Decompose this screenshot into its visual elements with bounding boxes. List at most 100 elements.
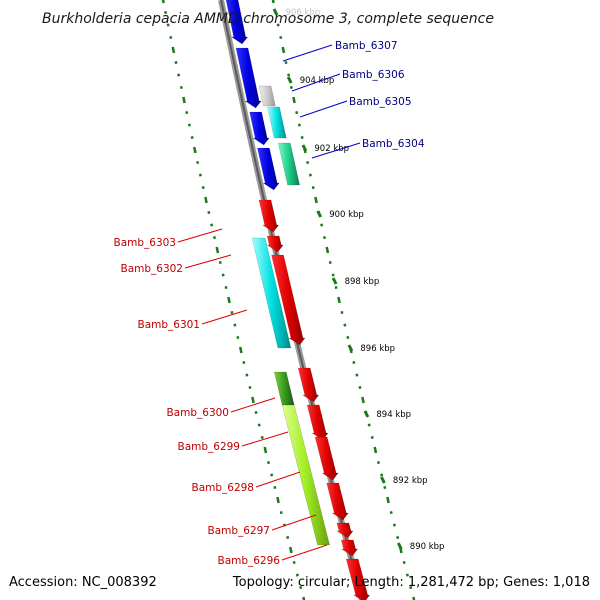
reverse-gene-label[interactable]: Bamb_6300 [166, 407, 229, 419]
gc-tick [276, 23, 280, 27]
gc-tick [383, 486, 387, 490]
map-title: Burkholderia cepacia AMMD chromosome 3, … [42, 11, 494, 27]
forward-gene-label[interactable]: Bamb_6306 [342, 69, 405, 81]
forward-gene-label[interactable]: Bamb_6307 [335, 40, 398, 52]
kbp-tick-label: 906 kbp [286, 8, 321, 18]
forward-gene-arrow[interactable] [257, 147, 280, 191]
gc-tick [370, 436, 374, 440]
feature-block-cyan[interactable] [267, 106, 287, 139]
reverse-gene-label[interactable]: Bamb_6296 [217, 555, 280, 567]
gc-tick [286, 536, 290, 540]
gc-tick [320, 223, 324, 227]
gc-tick [328, 261, 332, 265]
reverse-gene-label[interactable]: Bamb_6302 [120, 263, 183, 275]
kbp-tick-mark [301, 144, 308, 152]
reverse-gene-label[interactable]: Bamb_6303 [113, 237, 176, 249]
gc-tick [355, 373, 359, 377]
reverse-gene-label[interactable]: Bamb_6298 [191, 482, 254, 494]
reverse-gene-arrow[interactable] [271, 254, 306, 346]
kbp-tick-label: 890 kbp [410, 542, 445, 552]
gc-tick [187, 123, 191, 127]
gc-tick [276, 496, 280, 504]
gc-tick [288, 546, 293, 554]
feature-block-darkgreen[interactable] [273, 371, 295, 406]
feature-block-cyan[interactable] [251, 237, 292, 349]
feature-block-green[interactable] [281, 404, 330, 546]
reverse-gene-arrow[interactable] [340, 539, 359, 557]
label-leader-line [271, 514, 317, 531]
gc-tick [218, 261, 222, 265]
gc-tick [230, 311, 234, 315]
label-leader-line [201, 309, 248, 325]
kbp-tick-label: 896 kbp [360, 344, 395, 354]
reverse-gene-arrow[interactable] [258, 199, 280, 233]
forward-gene-label[interactable]: Bamb_6305 [349, 96, 412, 108]
reverse-gene-label[interactable]: Bamb_6301 [137, 319, 200, 331]
label-leader-line [177, 228, 223, 243]
label-leader-line [281, 544, 328, 561]
reverse-gene-label[interactable]: Bamb_6297 [207, 525, 270, 537]
gc-tick [322, 236, 327, 240]
gc-tick [279, 511, 283, 515]
gc-tick [263, 446, 268, 454]
gc-skew-ticks [161, 0, 416, 600]
reverse-gene-arrow[interactable] [297, 367, 320, 403]
reverse-gene-arrow[interactable] [345, 558, 371, 600]
reverse-gene-arrow[interactable] [326, 482, 349, 521]
gc-tick [251, 396, 255, 404]
gc-tick [380, 473, 384, 477]
gc-tick [361, 396, 365, 404]
gc-tick [295, 111, 299, 115]
reverse-gene-label[interactable]: Bamb_6299 [177, 441, 240, 453]
reverse-gene-arrow[interactable] [314, 436, 339, 481]
gc-tick [201, 186, 205, 190]
gc-tick [297, 123, 301, 127]
feature-block-gray[interactable] [258, 85, 276, 107]
gc-tick [314, 196, 318, 204]
gc-tick [367, 423, 371, 427]
gc-tick [236, 336, 240, 340]
forward-gene-arrow[interactable] [235, 47, 262, 109]
gc-tick [396, 536, 400, 540]
forward-gene-label[interactable]: Bamb_6304 [362, 138, 425, 150]
topology-text: Topology: circular; Length: 1,281,472 bp… [232, 575, 590, 590]
forward-gene-arrow[interactable] [225, 0, 249, 45]
feature-block-teal[interactable] [277, 142, 300, 186]
reverse-gene-arrow[interactable] [306, 404, 329, 441]
gc-tick [171, 46, 176, 54]
label-leader-line [291, 73, 341, 92]
gc-tick [198, 173, 202, 177]
label-leader-line [311, 142, 361, 159]
gc-tick [334, 286, 338, 290]
gc-tick [287, 73, 291, 77]
reverse-gene-arrow[interactable] [266, 235, 284, 253]
gc-tick [260, 436, 264, 440]
kbp-tick-label: 904 kbp [300, 76, 335, 86]
forward-gene-arrow[interactable] [249, 111, 270, 146]
gc-tick [343, 323, 347, 327]
gc-tick [242, 361, 246, 365]
gc-tick [185, 111, 189, 115]
gc-tick [376, 461, 381, 465]
gc-tick [238, 346, 243, 354]
gc-tick [331, 273, 335, 277]
gc-tick [270, 473, 274, 477]
gc-tick [182, 96, 186, 104]
gc-tick [295, 573, 299, 577]
gc-tick [279, 36, 283, 40]
reverse-gene-arrow[interactable] [336, 522, 354, 539]
gc-tick [302, 596, 306, 600]
gc-tick [409, 586, 413, 590]
gc-tick [352, 361, 356, 365]
kbp-tick-mark [380, 476, 386, 484]
gc-tick [192, 146, 197, 154]
kbp-tick-label: 892 kbp [393, 476, 428, 486]
gc-tick [245, 373, 249, 377]
kbp-tick-mark [286, 76, 293, 84]
gc-tick [308, 173, 312, 177]
gc-tick [248, 386, 252, 390]
gc-tick [386, 496, 390, 504]
gc-tick [212, 236, 217, 240]
